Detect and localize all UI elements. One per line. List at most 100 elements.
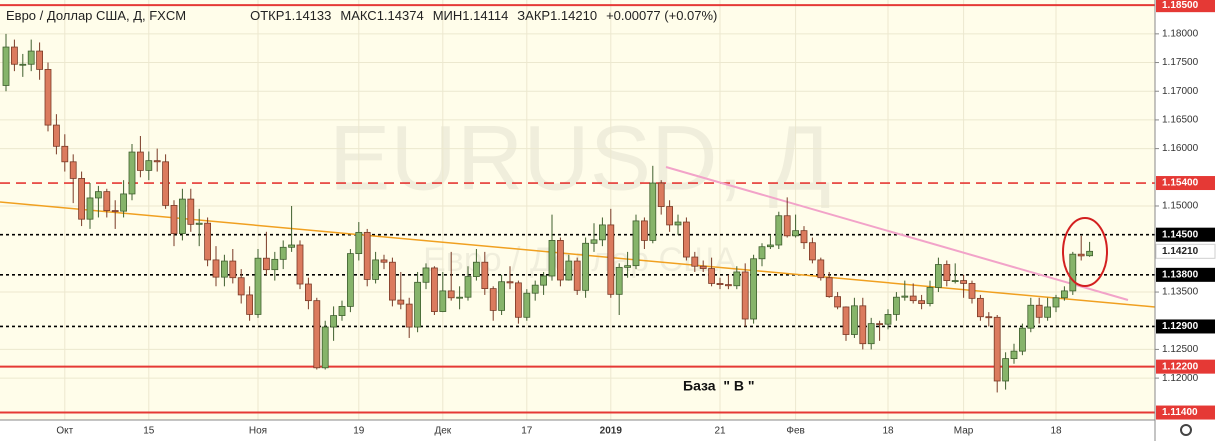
candle-body [960, 280, 967, 284]
x-tick-label: 2019 [600, 426, 623, 437]
trend-line [665, 166, 1129, 301]
candle-body [212, 259, 220, 278]
candles [2, 33, 1093, 393]
ohlc-label: МАКС [340, 8, 377, 23]
candle-body [968, 283, 976, 299]
candle-body [809, 242, 816, 261]
candle-body [523, 292, 531, 318]
candle-body [271, 258, 279, 271]
x-tick-label: 21 [714, 426, 726, 437]
y-tick-label: 1.16000 [1162, 143, 1199, 154]
candle-body [582, 242, 589, 291]
candle-body [817, 259, 825, 279]
candle-body [120, 193, 127, 212]
candle-body [590, 239, 598, 244]
level-label-box [1156, 0, 1215, 13]
x-tick-label: Фев [786, 426, 804, 437]
candle-body [951, 280, 959, 282]
candle-body [229, 260, 237, 279]
candle-body [430, 267, 438, 312]
y-tick-label: 1.15000 [1162, 201, 1199, 212]
price-change: +0.00077 (+0.07%) [606, 8, 718, 23]
candle-body [699, 265, 707, 269]
x-tick-label: 18 [882, 426, 894, 437]
candle-body [573, 260, 581, 291]
candle-body [851, 305, 858, 335]
candle-body [405, 303, 413, 328]
candle-body [464, 276, 472, 298]
candle-body [372, 259, 380, 280]
ohlc-label: МИН [432, 8, 463, 23]
candle-body [800, 230, 808, 244]
y-tick-label: 1.16500 [1162, 115, 1199, 126]
candle-body [515, 282, 522, 318]
candle-body [624, 265, 631, 268]
candle-body [128, 151, 136, 195]
candle-body [935, 264, 942, 288]
candle-body [632, 220, 640, 267]
y-tick-label: 1.12000 [1162, 373, 1199, 384]
candle-body [733, 271, 741, 287]
candle-body [666, 206, 673, 226]
candle-body [557, 240, 564, 281]
x-tick-label: Окт [56, 426, 73, 437]
y-tick-label: 1.17000 [1162, 86, 1199, 97]
candle-body [422, 267, 430, 283]
candle-body [53, 124, 60, 147]
candle-body [1061, 290, 1068, 299]
ohlc-value: 1.14374 [376, 8, 424, 23]
level-label-box [1156, 319, 1215, 334]
annotation: База " В " [683, 378, 755, 394]
highlight-ellipse [1062, 217, 1108, 287]
level-label: 1.13800 [1162, 269, 1199, 280]
candle-body [649, 182, 657, 241]
candle-body [901, 295, 909, 298]
y-tick-label: 1.18000 [1162, 28, 1199, 39]
candle-body [775, 215, 783, 246]
candle-body [926, 287, 934, 304]
candle-body [481, 261, 489, 290]
candle-body [1086, 250, 1093, 257]
candle-body [884, 314, 892, 325]
candle-body [330, 315, 338, 328]
settings-icon[interactable] [1180, 424, 1192, 436]
candle-body [540, 275, 547, 286]
candle-body [61, 145, 69, 163]
candle-body [313, 300, 321, 369]
y-tick-label: 1.13500 [1162, 287, 1199, 298]
candle-body [145, 160, 153, 171]
symbol-title: Евро / Доллар США, Д, FXCM [6, 8, 187, 23]
level-label-box [1156, 405, 1215, 420]
candle-body [338, 305, 346, 316]
candle-body [834, 296, 841, 308]
candle-body [531, 284, 539, 294]
candle-body [1052, 297, 1060, 308]
ohlc-values: ОТКР1.14133 МАКС1.14374 МИН1.14114 ЗАКР1.14… [250, 8, 606, 23]
candle-body [758, 246, 766, 260]
level-label-box [1156, 359, 1215, 374]
ohlc-value: 1.14133 [284, 8, 332, 23]
candle-body [69, 161, 77, 179]
y-tick-label: 1.17500 [1162, 57, 1199, 68]
x-tick-label: 19 [353, 426, 365, 437]
candle-body [178, 198, 186, 234]
candle-body [27, 50, 35, 65]
candle-body [447, 290, 455, 299]
candle-body [456, 296, 464, 299]
candle-body [380, 259, 388, 263]
x-tick-label: Дек [434, 426, 451, 437]
candle-body [204, 222, 212, 261]
level-label-box [1156, 227, 1215, 242]
candle-body [489, 288, 497, 311]
candle-body [414, 281, 422, 328]
candle-body [187, 198, 195, 225]
time-axis-background [0, 420, 1155, 441]
x-tick-label: Мар [954, 426, 974, 437]
candle-body [1044, 306, 1051, 318]
candle-body [170, 205, 178, 234]
x-tick-label: 17 [521, 426, 533, 437]
candle-body [153, 160, 161, 163]
candle-body [363, 231, 371, 280]
candle-body [95, 191, 102, 199]
